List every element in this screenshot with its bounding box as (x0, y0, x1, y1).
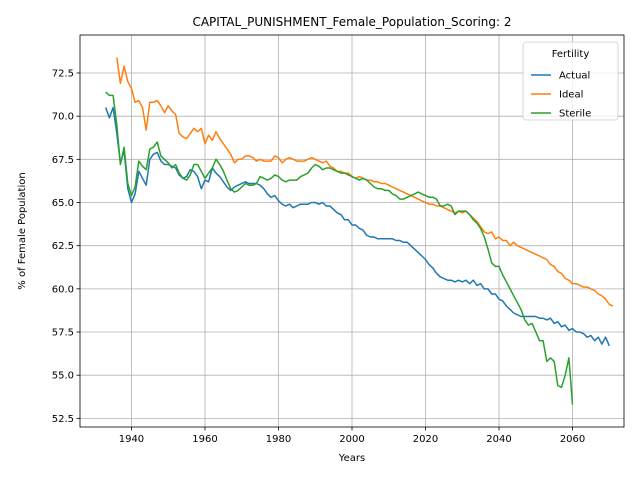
legend-box (522, 41, 619, 121)
y-tick-label: 60.0 (52, 284, 74, 295)
x-tick-label: 1980 (266, 434, 291, 445)
x-tick-label: 2060 (560, 434, 585, 445)
y-tick-label: 67.5 (52, 155, 74, 166)
grid (80, 35, 624, 427)
x-tick-label: 1940 (119, 434, 144, 445)
x-tick-label: 2020 (413, 434, 438, 445)
x-tick-label: 2040 (486, 434, 511, 445)
y-tick-label: 70.0 (52, 112, 74, 123)
y-tick-label: 57.5 (52, 328, 74, 339)
series-line-sterile (105, 91, 574, 405)
series-line-actual (104, 106, 610, 347)
x-tick-label: 1960 (192, 434, 217, 445)
legend-label-actual: Actual (559, 71, 590, 82)
y-tick-label: 65.0 (52, 198, 74, 209)
legend-title: Fertility (552, 49, 590, 60)
y-axis-label: % of Female Population (17, 172, 28, 289)
y-tick-label: 72.5 (52, 68, 74, 79)
legend-label-sterile: Sterile (559, 109, 591, 120)
y-tick-label: 62.5 (52, 241, 74, 252)
legend: Fertility Actual Ideal Sterile (522, 41, 619, 121)
x-axis-label: Years (338, 453, 365, 464)
chart-title: CAPITAL_PUNISHMENT_Female_Population_Sco… (192, 15, 511, 29)
legend-entries: Actual Ideal Sterile (531, 71, 591, 120)
legend-label-ideal: Ideal (559, 90, 583, 101)
axis-ticks: 1940 1960 1980 2000 2020 2040 2060 52.5 55.0 57.5… (52, 68, 586, 445)
series-lines (104, 57, 614, 405)
x-tick-label: 2000 (339, 434, 364, 445)
y-tick-label: 55.0 (52, 371, 74, 382)
y-tick-label: 52.5 (52, 414, 74, 425)
